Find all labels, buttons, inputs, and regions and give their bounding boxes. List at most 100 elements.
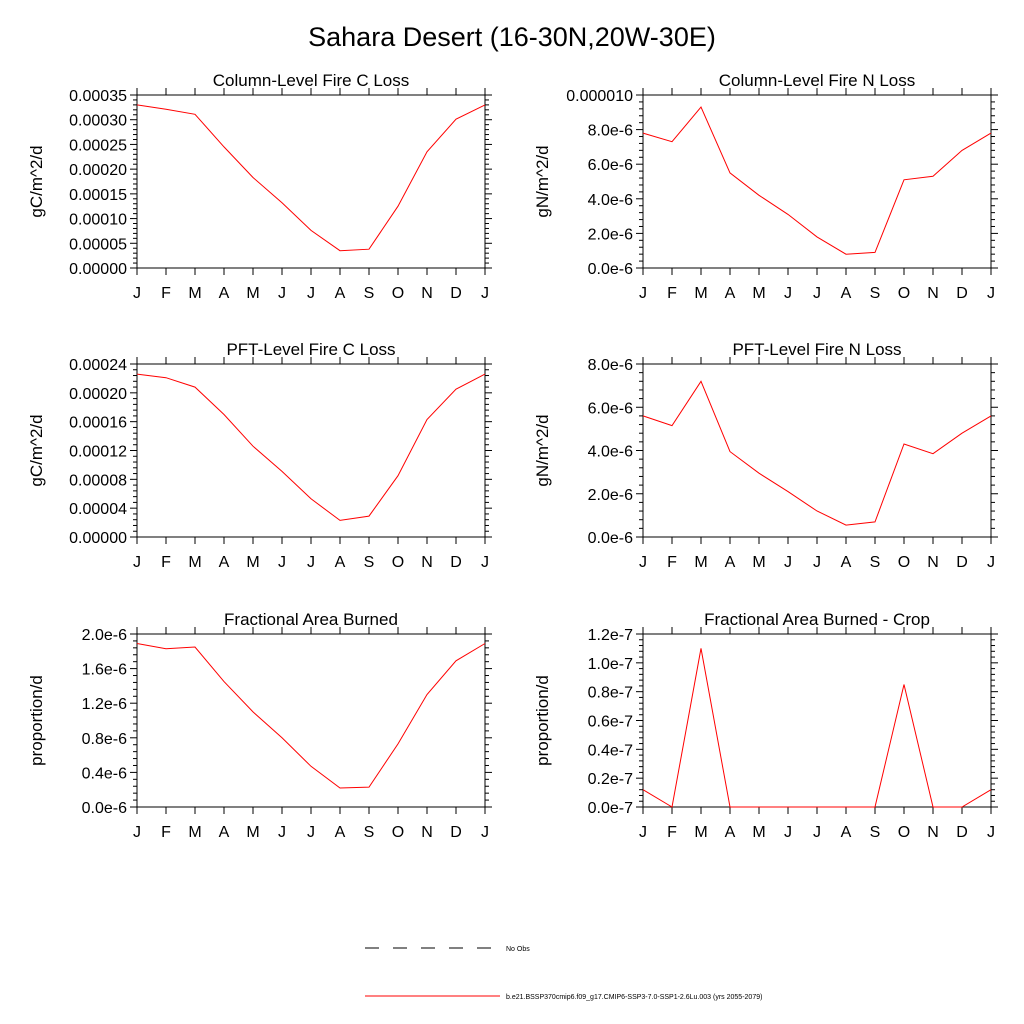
y-axis-label: proportion/d (533, 675, 552, 766)
x-tick-label: A (725, 285, 736, 302)
x-tick-label: M (752, 824, 765, 841)
figure-title: Sahara Desert (16-30N,20W-30E) (308, 22, 716, 52)
x-tick-label: M (752, 285, 765, 302)
y-axis-label: gN/m^2/d (533, 145, 552, 217)
y-axis-label: gN/m^2/d (533, 414, 552, 486)
x-tick-label: F (161, 824, 171, 841)
x-tick-label: N (421, 554, 433, 571)
x-tick-label: J (133, 285, 141, 302)
y-tick-label: 0.00020 (69, 386, 127, 403)
x-tick-label: J (481, 824, 489, 841)
y-tick-label: 0.00004 (69, 501, 127, 518)
x-tick-label: M (694, 824, 707, 841)
y-tick-label: 2.0e-6 (588, 487, 633, 504)
x-tick-label: J (784, 554, 792, 571)
series-line-0 (642, 380, 992, 526)
chart-panels: J F M A M J J A S O N D J0.000000.000050.000100.0001… (27, 71, 998, 841)
x-tick-label: J (133, 554, 141, 571)
y-tick-label: 0.6e-7 (588, 714, 633, 731)
x-tick-label: S (870, 824, 881, 841)
x-tick-label: N (421, 824, 433, 841)
x-tick-label: D (450, 285, 462, 302)
y-tick-label: 0.0e-6 (588, 530, 633, 547)
x-tick-label: A (219, 285, 230, 302)
x-tick-label: A (335, 824, 346, 841)
x-tick-label: D (956, 824, 968, 841)
x-tick-label: O (898, 554, 910, 571)
y-tick-label: 0.00005 (69, 236, 127, 253)
y-tick-label: 0.00012 (69, 444, 127, 461)
legend-label-model: b.e21.BSSP370cmip6.f09_g17.CMIP6-SSP3-7.… (506, 994, 762, 1001)
series-line-0 (642, 648, 992, 808)
chart-panel-1: J F M A M J J A S O N D J0.0e-62.0e-64.0e-66.0e-68.0… (533, 71, 998, 302)
x-tick-label: F (161, 285, 171, 302)
x-tick-label: S (870, 285, 881, 302)
y-axis-label: gC/m^2/d (27, 414, 46, 486)
series-line-0 (136, 104, 486, 252)
plot-frame (136, 633, 486, 808)
y-tick-label: 0.0e-7 (588, 800, 633, 817)
x-tick-label: M (694, 285, 707, 302)
panel-title: PFT-Level Fire N Loss (732, 340, 901, 359)
x-tick-label: A (219, 554, 230, 571)
series-line-0 (136, 373, 486, 521)
y-tick-label: 0.2e-7 (588, 771, 633, 788)
x-tick-label: D (956, 554, 968, 571)
y-tick-label: 0.00025 (69, 137, 127, 154)
series-line-0 (136, 643, 486, 789)
y-tick-label: 0.00016 (69, 415, 127, 432)
x-tick-label: N (421, 285, 433, 302)
y-tick-label: 0.00020 (69, 162, 127, 179)
y-tick-label: 6.0e-6 (588, 157, 633, 174)
x-tick-label: J (481, 285, 489, 302)
x-tick-label: A (841, 554, 852, 571)
chart-panel-5: J F M A M J J A S O N D J0.0e-70.2e-70.4e-70.6e-70.8… (533, 610, 998, 841)
x-tick-label: J (278, 824, 286, 841)
panel-title: Column-Level Fire C Loss (213, 71, 410, 90)
x-tick-label: J (639, 285, 647, 302)
x-tick-label: D (956, 285, 968, 302)
y-tick-label: 4.0e-6 (588, 192, 633, 209)
x-tick-label: J (278, 285, 286, 302)
x-tick-label: M (246, 285, 259, 302)
chart-panel-2: J F M A M J J A S O N D J0.000000.000040.000080.0001… (27, 340, 492, 571)
plot-frame (136, 363, 486, 538)
y-tick-label: 0.4e-6 (82, 765, 127, 782)
legend: No Obs b.e21.BSSP370cmip6.f09_g17.CMIP6-… (365, 946, 762, 1001)
y-tick-label: 0.00035 (69, 88, 127, 105)
x-tick-label: S (364, 554, 375, 571)
y-tick-label: 0.8e-6 (82, 731, 127, 748)
y-tick-label: 0.00008 (69, 472, 127, 489)
x-tick-label: A (725, 554, 736, 571)
legend-label-no-obs: No Obs (506, 946, 530, 953)
y-tick-label: 2.0e-6 (82, 627, 127, 644)
x-tick-label: J (784, 824, 792, 841)
x-tick-label: M (246, 554, 259, 571)
x-tick-label: J (307, 824, 315, 841)
chart-panel-4: J F M A M J J A S O N D J0.0e-60.4e-60.8e-61.2e-61.6… (27, 610, 492, 841)
x-tick-label: O (392, 824, 404, 841)
x-tick-label: J (278, 554, 286, 571)
plot-frame (136, 94, 486, 269)
x-tick-label: A (335, 554, 346, 571)
x-tick-label: M (188, 554, 201, 571)
y-tick-label: 1.2e-6 (82, 696, 127, 713)
panel-title: Column-Level Fire N Loss (719, 71, 916, 90)
y-tick-label: 8.0e-6 (588, 357, 633, 374)
y-tick-label: 1.2e-7 (588, 627, 633, 644)
y-tick-label: 0.00030 (69, 113, 127, 130)
y-tick-label: 4.0e-6 (588, 444, 633, 461)
x-tick-label: M (694, 554, 707, 571)
x-tick-label: M (752, 554, 765, 571)
x-tick-label: S (364, 285, 375, 302)
x-tick-label: J (813, 285, 821, 302)
y-tick-label: 0.0e-6 (82, 800, 127, 817)
x-tick-label: N (927, 554, 939, 571)
x-tick-label: F (161, 554, 171, 571)
plot-frame (642, 633, 992, 808)
x-tick-label: J (639, 824, 647, 841)
x-tick-label: J (481, 554, 489, 571)
x-tick-label: M (188, 824, 201, 841)
x-tick-label: J (813, 554, 821, 571)
